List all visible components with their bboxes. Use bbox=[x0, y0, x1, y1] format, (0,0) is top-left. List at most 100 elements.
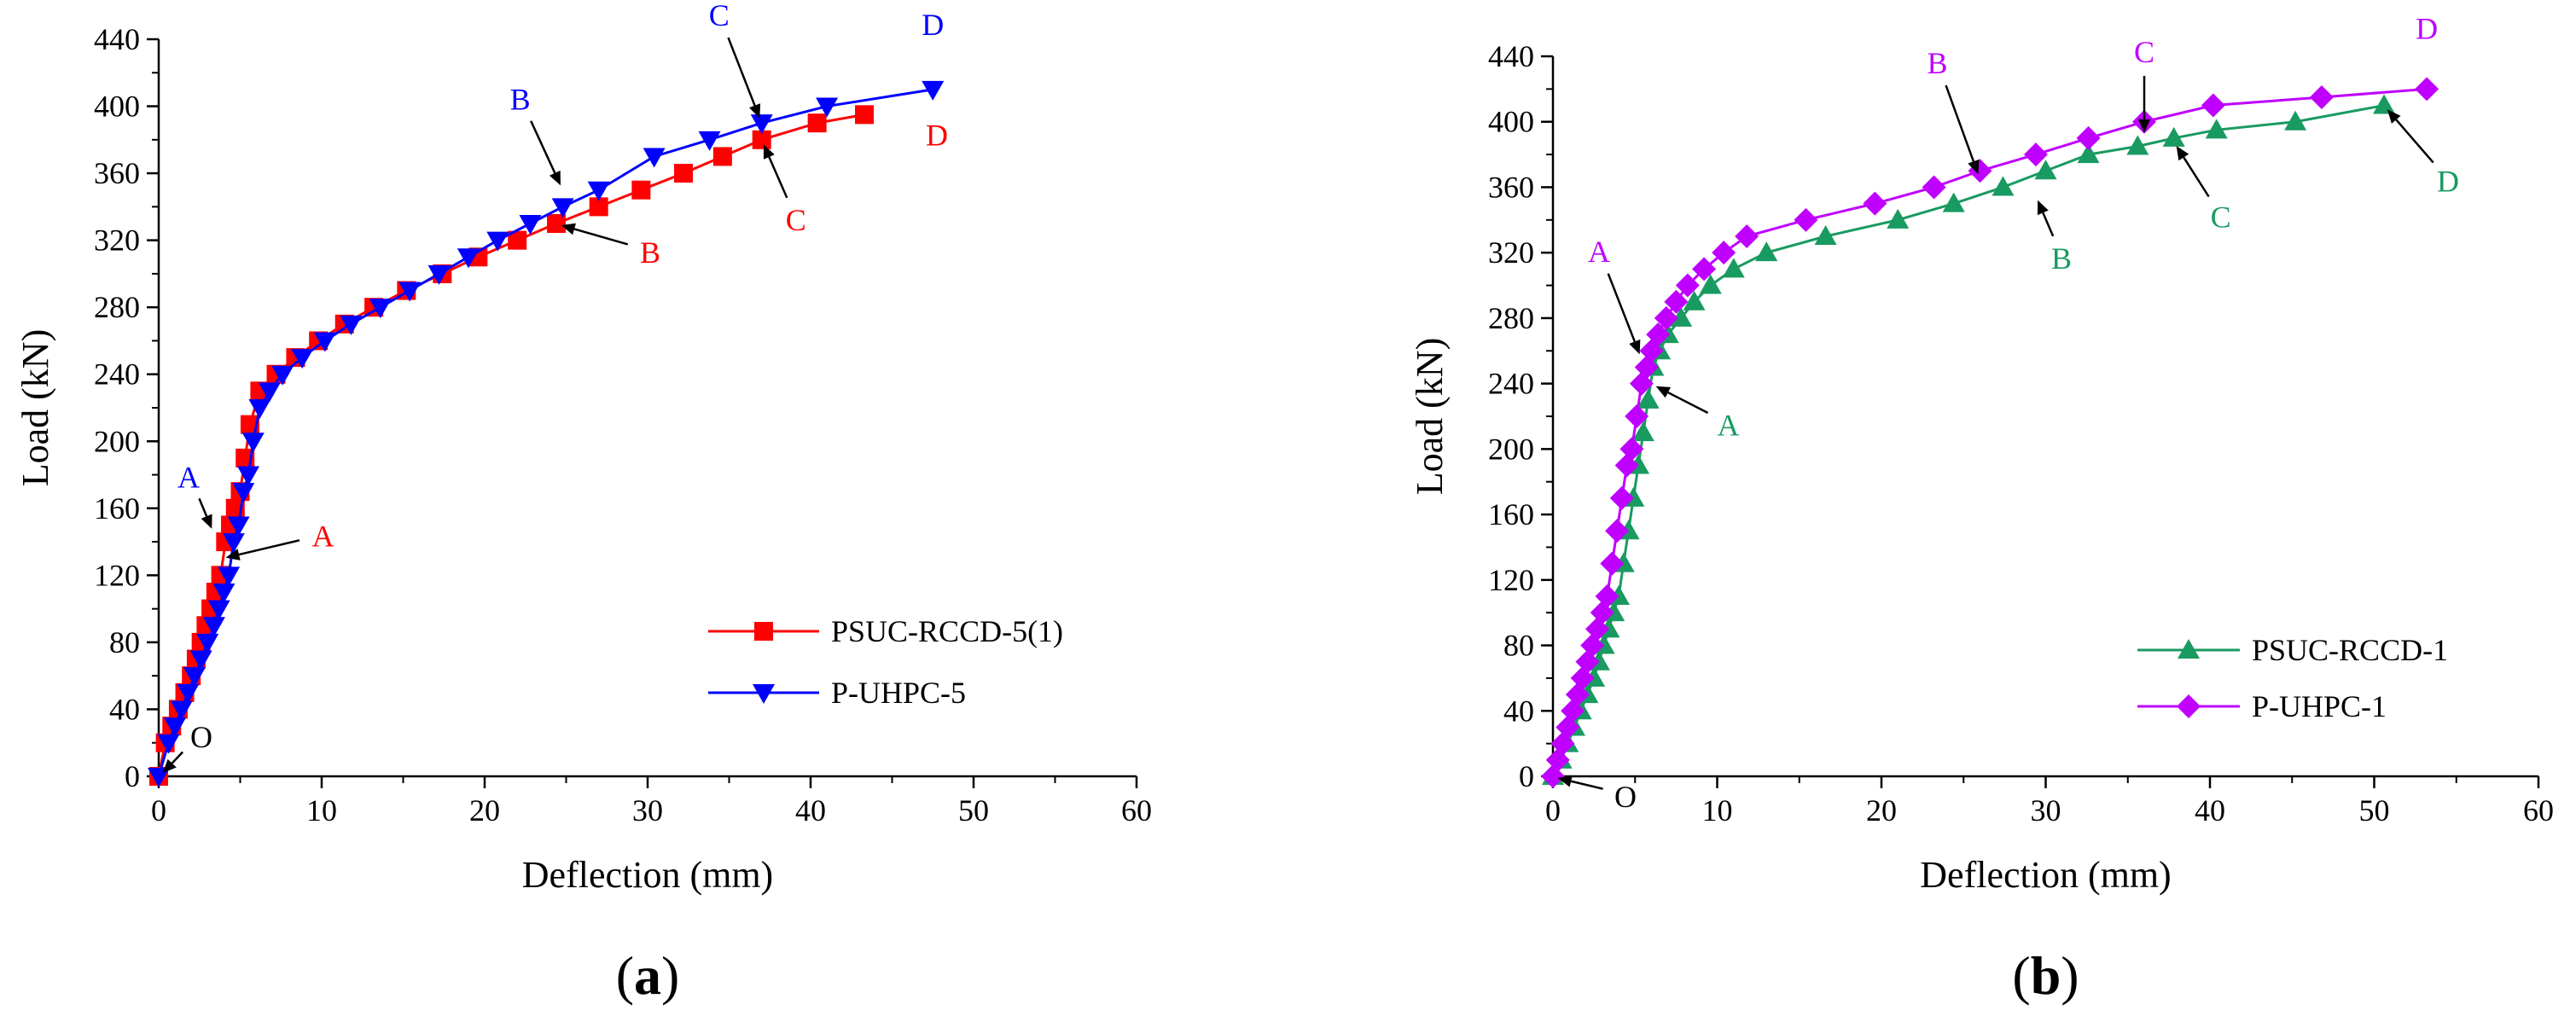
data-point bbox=[222, 533, 245, 554]
annotation-arrow-shaft bbox=[573, 228, 629, 246]
data-point bbox=[1755, 241, 1778, 262]
annotation-arrow-shaft bbox=[768, 156, 788, 199]
data-point bbox=[2205, 119, 2228, 139]
data-point bbox=[1814, 225, 1837, 245]
series-p-uhpc-5 bbox=[148, 80, 945, 787]
data-point bbox=[202, 617, 225, 637]
data-point bbox=[1600, 551, 1625, 576]
annotation-arrow-shaft bbox=[238, 539, 300, 556]
data-point bbox=[1699, 274, 1722, 294]
annotation-arrow-shaft bbox=[2395, 119, 2434, 164]
legend-label: P-UHPC-5 bbox=[831, 676, 966, 710]
annotation-d: D bbox=[2416, 11, 2438, 45]
y-tick-label: 400 bbox=[94, 90, 140, 124]
data-point bbox=[1942, 192, 1965, 212]
annotation-label: A bbox=[1588, 235, 1610, 269]
annotation-arrow-shaft bbox=[2042, 212, 2055, 237]
y-tick-label: 440 bbox=[1488, 39, 1534, 73]
data-point bbox=[2284, 110, 2307, 131]
data-point bbox=[157, 734, 180, 754]
data-point bbox=[855, 105, 875, 125]
x-tick-label: 0 bbox=[151, 793, 166, 827]
y-tick-label: 320 bbox=[94, 224, 140, 258]
y-tick-label: 0 bbox=[125, 759, 140, 793]
data-point bbox=[631, 180, 651, 200]
annotation-a: A bbox=[1588, 235, 1641, 355]
series-line bbox=[157, 88, 933, 777]
annotation-arrow-head bbox=[2387, 109, 2401, 124]
data-point bbox=[807, 113, 827, 133]
x-tick-label: 20 bbox=[1866, 793, 1897, 827]
data-point bbox=[1794, 207, 1818, 232]
annotation-arrow bbox=[1945, 84, 1980, 175]
annotation-label: A bbox=[312, 520, 334, 554]
legend-label: P-UHPC-1 bbox=[2252, 689, 2387, 723]
annotation-arrow-shaft bbox=[1667, 391, 1709, 415]
x-axis: 0 10 20 30 40 50 60 bbox=[1545, 776, 2554, 827]
annotation-d: D bbox=[2387, 109, 2459, 199]
annotation-arrow bbox=[225, 539, 300, 560]
annotation-label: A bbox=[1718, 409, 1740, 443]
data-point bbox=[1595, 584, 1619, 608]
data-point bbox=[340, 315, 363, 335]
data-point bbox=[218, 566, 241, 587]
data-point bbox=[1609, 485, 1634, 510]
chart-panel-a: 0 10 20 30 40 50 60 0 40 80 120 160 200 240 280 320 360 4… bbox=[15, 0, 1152, 1006]
annotation-b: B bbox=[561, 223, 660, 270]
y-tick-label: 400 bbox=[1488, 105, 1534, 139]
y-tick-label: 360 bbox=[1488, 170, 1534, 204]
data-point bbox=[2077, 143, 2100, 164]
x-tick-label: 50 bbox=[2359, 793, 2390, 827]
annotation-arrow-shaft bbox=[1570, 780, 1603, 790]
data-point bbox=[1654, 305, 1678, 330]
annotation-o: O bbox=[162, 720, 212, 774]
data-point bbox=[2309, 84, 2334, 109]
data-point bbox=[369, 299, 392, 319]
y-tick-label: 320 bbox=[1488, 235, 1534, 270]
series-p-uhpc-1 bbox=[1541, 77, 2439, 788]
annotation-arrow-head bbox=[2138, 119, 2150, 133]
x-axis: 0 10 20 30 40 50 60 bbox=[151, 776, 1152, 827]
annotation-label: D bbox=[2437, 165, 2459, 199]
annotation-arrow-head bbox=[1968, 159, 1980, 175]
data-point bbox=[313, 332, 336, 352]
y-tick-label: 80 bbox=[109, 625, 140, 659]
series-psuc-rccd-5-1- bbox=[149, 105, 875, 786]
annotation-label: O bbox=[190, 720, 212, 754]
data-point bbox=[816, 97, 839, 118]
data-point bbox=[232, 483, 255, 503]
annotation-arrow-head bbox=[1655, 386, 1672, 398]
data-point bbox=[2373, 94, 2396, 114]
x-axis-title: Deflection (mm) bbox=[1920, 854, 2171, 896]
x-tick-label: 40 bbox=[2195, 793, 2225, 827]
y-tick-label: 200 bbox=[94, 424, 140, 458]
annotation-arrow-shaft bbox=[171, 751, 184, 764]
x-tick-label: 40 bbox=[795, 793, 826, 827]
annotation-label: C bbox=[2211, 200, 2231, 235]
legend-marker bbox=[754, 622, 773, 641]
data-point bbox=[1735, 224, 1759, 248]
annotation-label: B bbox=[510, 83, 531, 117]
y-tick-label: 160 bbox=[94, 491, 140, 526]
y-tick-label: 360 bbox=[94, 156, 140, 190]
data-point bbox=[207, 600, 230, 620]
data-point bbox=[551, 198, 574, 218]
annotation-arrow-head bbox=[561, 223, 576, 235]
data-point bbox=[2126, 135, 2149, 155]
annotation-arrow bbox=[1557, 775, 1603, 790]
data-point bbox=[183, 667, 206, 688]
annotation-arrow-head bbox=[1629, 339, 1641, 355]
panel-label: (b) bbox=[2012, 945, 2079, 1006]
annotation-b: B bbox=[510, 83, 561, 186]
data-point bbox=[2076, 125, 2101, 150]
data-point bbox=[1619, 437, 1644, 462]
data-point bbox=[1692, 257, 1717, 282]
data-point bbox=[1922, 175, 1946, 200]
x-tick-label: 60 bbox=[2523, 793, 2554, 827]
annotation-arrow bbox=[530, 120, 561, 186]
annotation-b: B bbox=[2037, 200, 2072, 276]
annotation-label: A bbox=[177, 460, 200, 494]
data-point bbox=[1887, 208, 1910, 229]
data-point bbox=[2034, 160, 2057, 180]
